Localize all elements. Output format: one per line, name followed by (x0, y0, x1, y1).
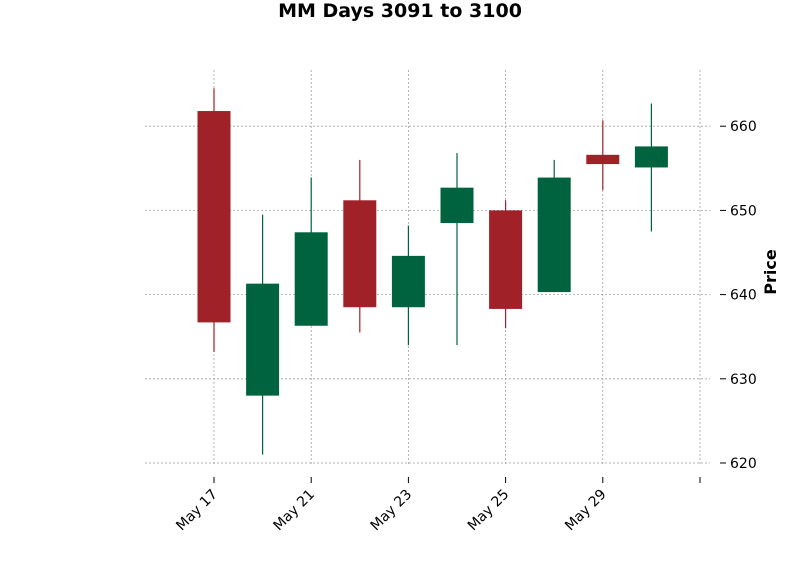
candle-body (489, 210, 523, 309)
candle-up (294, 177, 328, 326)
y-tick-label: 630 (730, 372, 757, 388)
candle-up (246, 214, 280, 455)
candle-up (537, 159, 571, 293)
candle-up (634, 103, 668, 232)
candle-body (294, 232, 328, 326)
candle-body (634, 146, 668, 168)
x-tick-label: May 21 (270, 487, 318, 535)
y-tick-label: 650 (730, 203, 757, 219)
x-axis: May 17 May 21 May 23 May 25 May 29 (173, 477, 701, 535)
candle-body (246, 283, 280, 396)
y-tick-label: 620 (730, 456, 757, 472)
y-tick-label: 660 (730, 119, 757, 135)
candle-body (197, 111, 231, 323)
candle-body (586, 154, 620, 165)
candle-body (440, 187, 474, 224)
candles (197, 88, 668, 455)
x-tick-label: May 25 (465, 487, 513, 535)
candle-up (391, 225, 425, 346)
candle-down (489, 200, 523, 329)
candle-down (343, 159, 377, 333)
y-tick-label: 640 (730, 288, 757, 304)
chart-title: MM Days 3091 to 3100 (278, 0, 522, 22)
candle-body (391, 255, 425, 308)
x-tick-label: May 29 (562, 487, 610, 535)
candle-up (440, 153, 474, 346)
candle-down (586, 120, 620, 191)
candle-down (197, 88, 231, 352)
candle-body (537, 177, 571, 293)
x-tick-label: May 23 (368, 487, 416, 535)
x-tick-label: May 17 (173, 487, 221, 535)
candle-body (343, 200, 377, 308)
y-axis-label: Price (761, 249, 780, 295)
y-axis: 620 630 640 650 660 (720, 119, 757, 472)
